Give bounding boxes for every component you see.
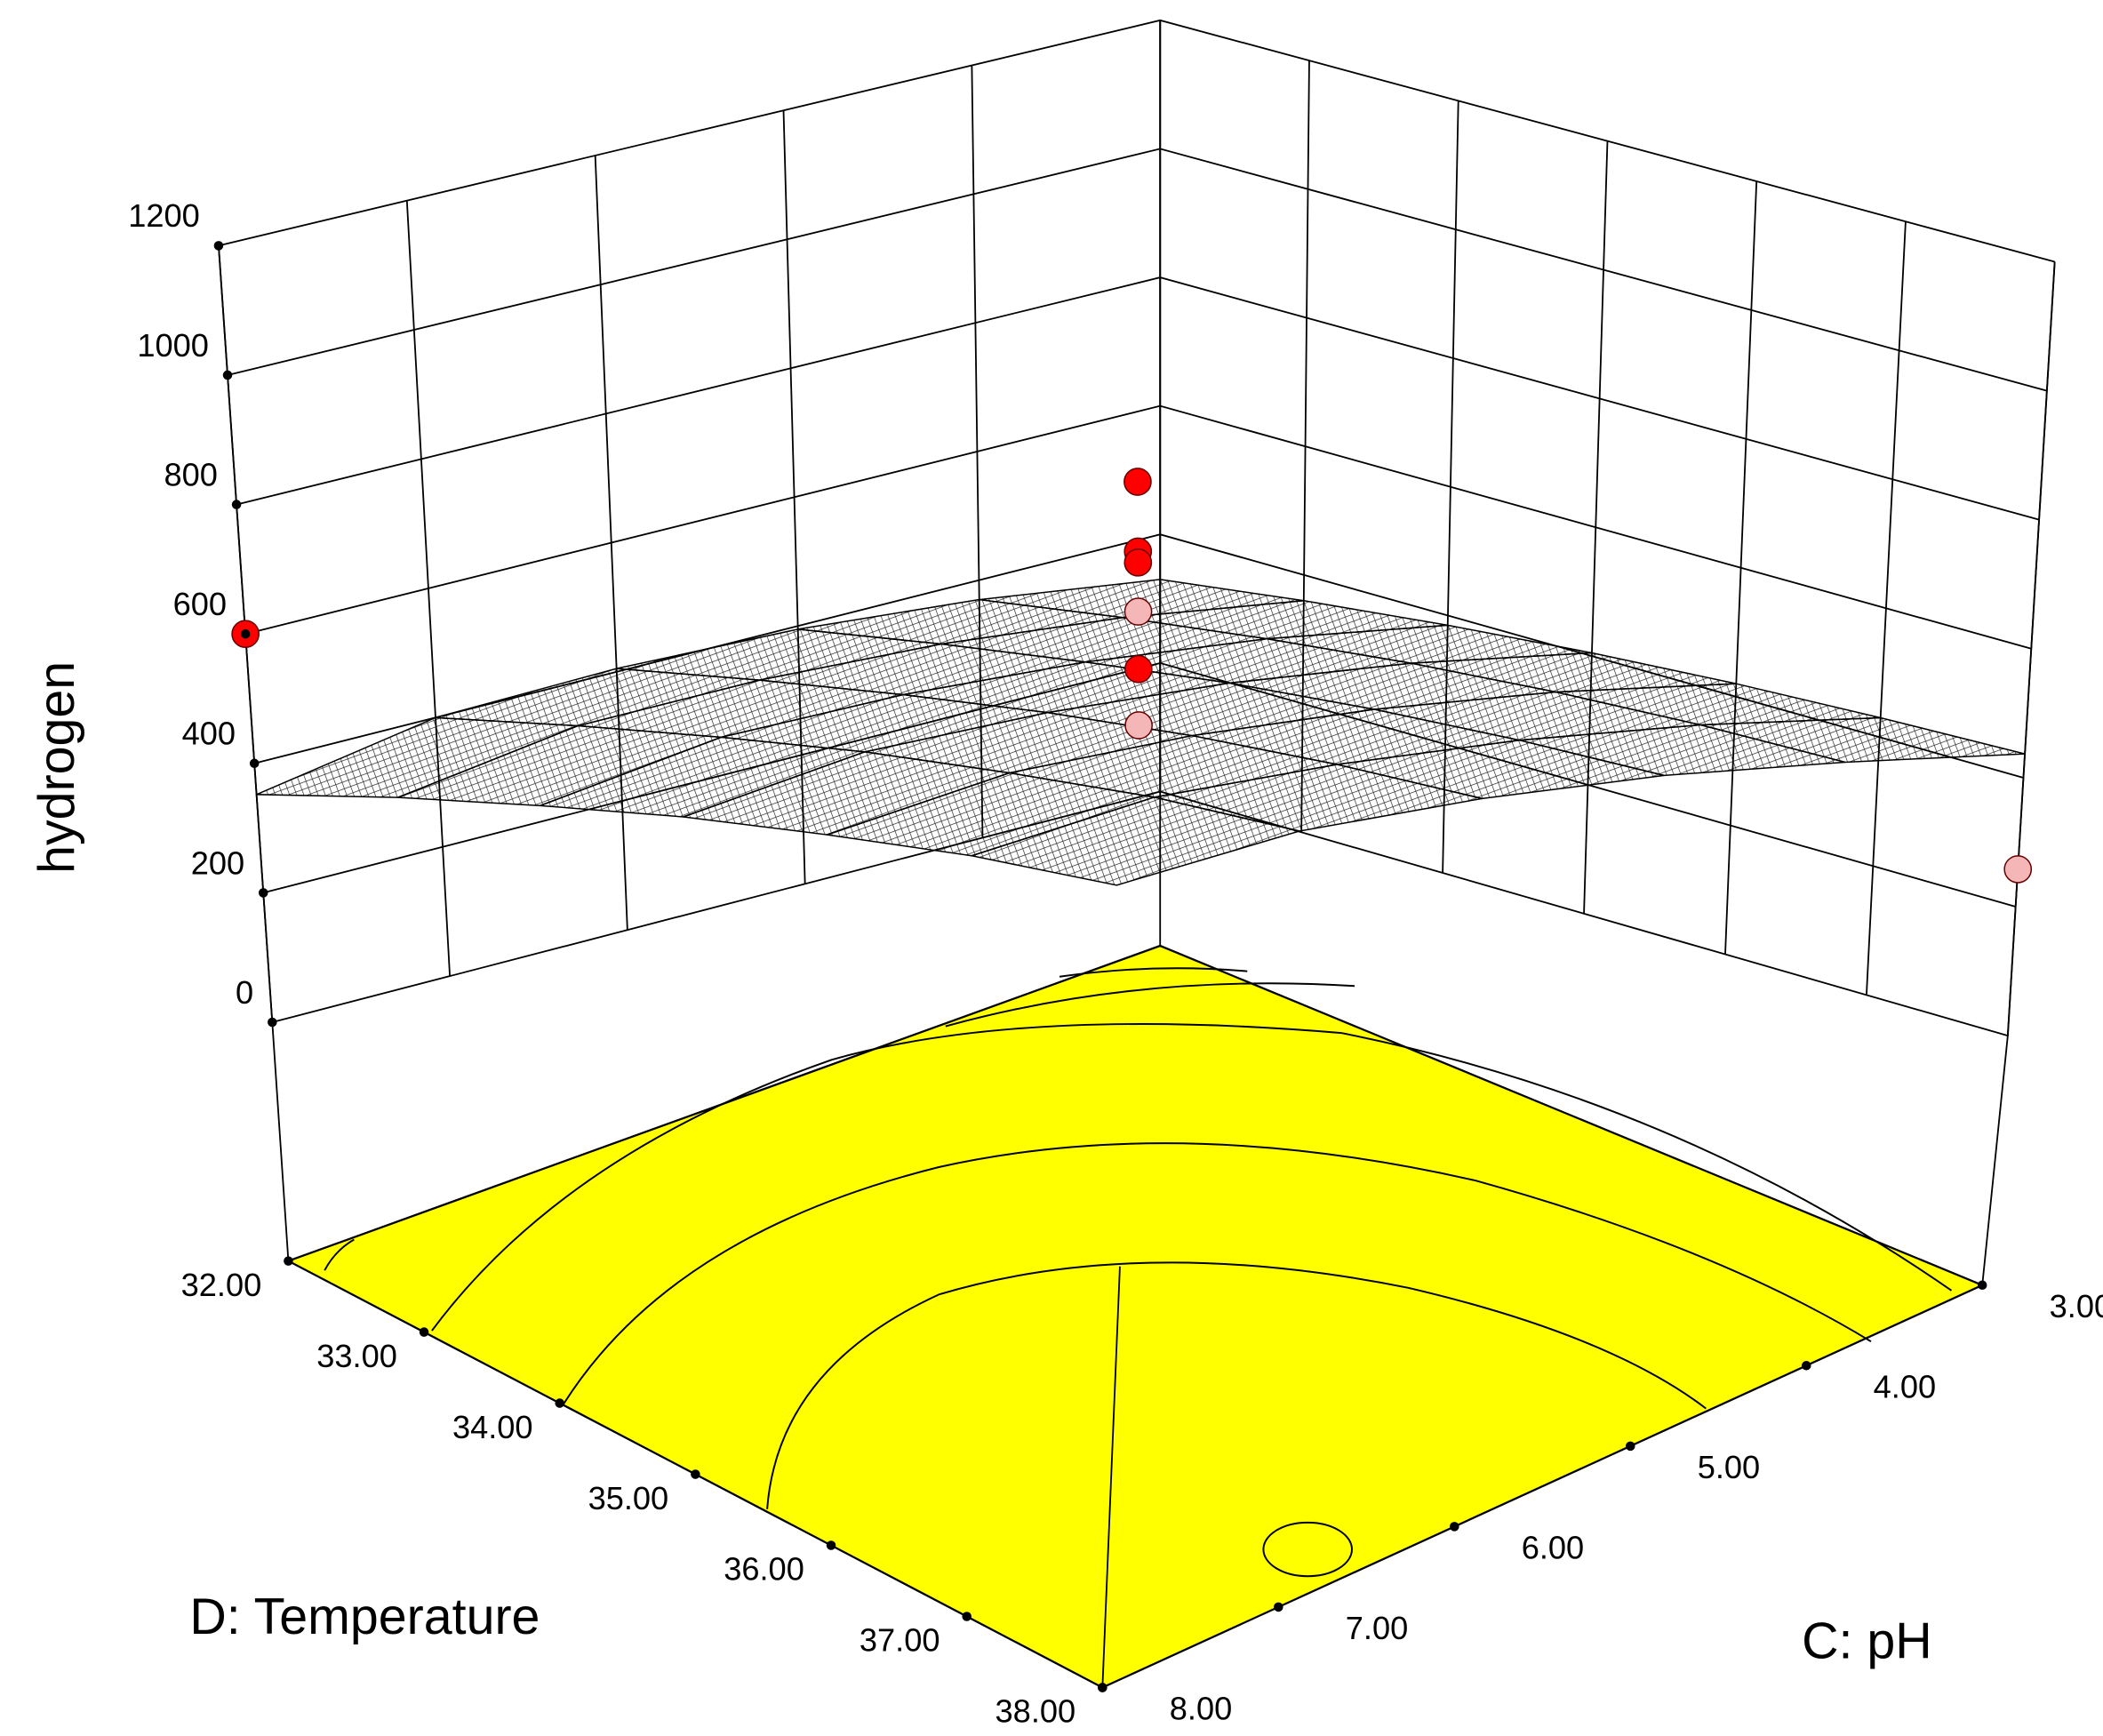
z-tick [258,888,268,898]
contour [945,982,1355,1028]
y-tick-label: 8.00 [1170,1691,1232,1727]
z-tick [222,370,233,380]
labels: 0 200 400 600 800 1000 1200 3.00 4.00 5.00 6.00 7.0… [128,197,2103,1729]
x-tick [555,1398,565,1408]
z-tick-label: 800 [164,456,218,492]
data-point [2003,855,2033,884]
contour [1059,967,1248,978]
z-tick-label: 400 [182,716,236,752]
x-tick-label: 36.00 [724,1551,804,1588]
x-tick-label: 37.00 [860,1622,940,1659]
x-tick [826,1540,836,1550]
contour [766,1261,1707,1509]
x-tick [419,1327,429,1337]
x-axis-title: D: Temperature [189,1588,540,1645]
floor [285,944,1986,1689]
surface [256,579,2026,886]
z-tick [213,241,224,251]
y-tick-label: 5.00 [1698,1449,1760,1485]
z-tick [240,628,251,639]
contours [324,967,1953,1578]
data-point [1123,597,1153,626]
data-point [1123,548,1153,577]
contour [324,1238,355,1271]
x-tick-label: 33.00 [316,1338,397,1374]
z-tick-label: 200 [191,844,244,881]
z-tick [268,1017,277,1028]
y-tick [1801,1361,1811,1371]
y-tick-label: 4.00 [1874,1369,1936,1405]
floor-plane [285,944,1986,1689]
x-tick-label: 34.00 [452,1409,533,1445]
z-tick-label: 600 [173,586,227,622]
z-tick [249,758,260,769]
wall-edge [1981,261,2056,1285]
z-tick-label: 1200 [128,197,200,234]
grid-line [594,155,628,931]
y-tick [1450,1522,1459,1532]
x-tick-label: 35.00 [588,1480,669,1516]
grid-line [218,19,2055,263]
y-axis-title: C: pH [1802,1612,1932,1669]
y-tick [1274,1602,1283,1612]
points [231,468,2033,884]
z-tick [231,500,242,509]
grid-line [1583,140,1609,914]
y-tick-label: 7.00 [1346,1610,1408,1646]
y-tick [1977,1280,1987,1291]
contour [431,1023,1953,1332]
contour [1262,1521,1353,1578]
contour [562,1142,1872,1405]
data-point [1123,468,1152,496]
x-tick [691,1469,700,1479]
z-axis-title: hydrogen [28,661,85,874]
data-point [1124,711,1153,740]
y-tick [1625,1441,1635,1452]
z-tick-label: 1000 [137,327,209,364]
grid-line [405,200,451,977]
x-tick-label: 32.00 [181,1267,262,1303]
grid-line [1724,180,1758,955]
z-tick-label: 0 [236,974,253,1011]
y-tick-label: 6.00 [1522,1530,1584,1566]
front-edge [1101,1266,1121,1688]
x-tick-label: 38.00 [996,1693,1076,1730]
x-tick [284,1256,293,1266]
grid-line [2006,261,2056,1036]
x-tick [1098,1683,1107,1692]
x-tick [962,1612,972,1621]
y-tick-label: 3.00 [2050,1288,2103,1324]
grid-line [227,148,2048,392]
surface-cell [969,796,1302,886]
data-point [1123,654,1153,684]
grid-line [1866,221,1907,996]
